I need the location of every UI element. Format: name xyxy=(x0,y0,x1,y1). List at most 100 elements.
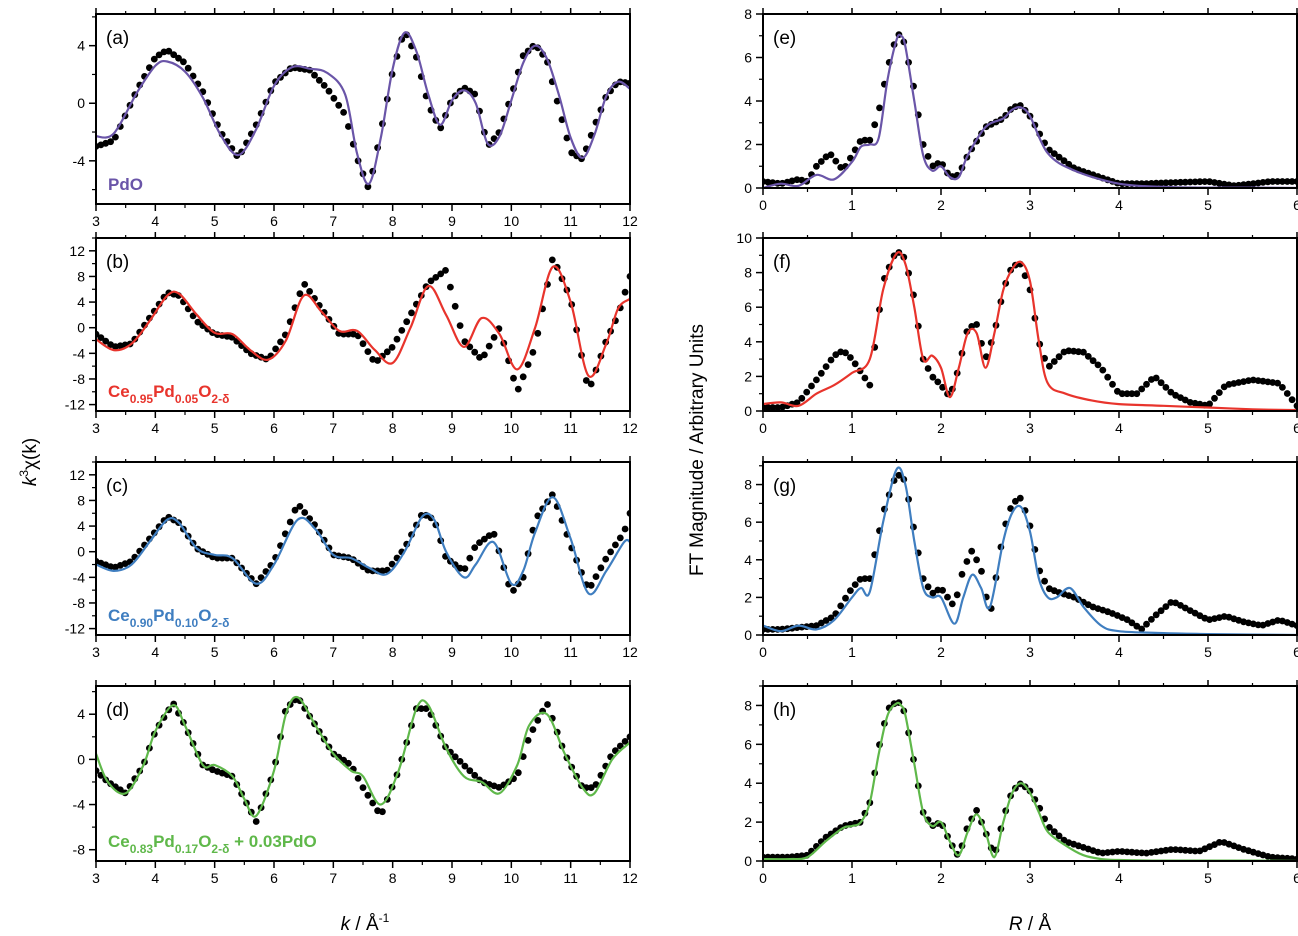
data-point xyxy=(1133,849,1141,856)
data-point xyxy=(1157,607,1165,615)
data-point xyxy=(924,583,932,591)
data-point xyxy=(1055,153,1063,161)
data-point xyxy=(842,349,849,357)
data-point xyxy=(1075,348,1082,356)
left-y-axis-title: k3χ(k) xyxy=(17,438,41,486)
data-point xyxy=(607,548,614,556)
data-point xyxy=(1211,394,1218,402)
data-point xyxy=(548,256,556,264)
x-tick-label: 3 xyxy=(1026,197,1034,213)
x-tick-label: 1 xyxy=(848,644,856,660)
data-point xyxy=(597,564,605,572)
x-tick-label: 2 xyxy=(937,420,945,436)
data-point xyxy=(939,383,946,391)
panel-label: (c) xyxy=(106,476,128,497)
y-tick-label: 8 xyxy=(77,268,85,284)
x-tick-label: 5 xyxy=(1204,870,1212,886)
data-point xyxy=(1138,625,1146,633)
x-tick-label: 6 xyxy=(1293,420,1298,436)
data-point xyxy=(764,404,772,411)
y-tick-label: 0 xyxy=(744,627,752,643)
x-tick-label: 9 xyxy=(448,644,456,660)
data-point xyxy=(1123,848,1131,856)
y-tick-label: 2 xyxy=(744,589,752,605)
data-point xyxy=(359,784,367,791)
y-tick-label: 2 xyxy=(744,814,752,830)
x-tick-label: 8 xyxy=(389,870,397,886)
data-point xyxy=(335,101,343,109)
x-tick-label: 1 xyxy=(848,420,856,436)
data-point xyxy=(107,138,114,146)
data-point xyxy=(1138,385,1146,393)
data-point xyxy=(180,58,187,66)
data-point xyxy=(1138,849,1146,857)
data-point xyxy=(524,737,532,744)
data-point xyxy=(1162,179,1170,187)
data-point xyxy=(1191,847,1199,855)
data-point xyxy=(1215,389,1223,396)
data-point xyxy=(417,705,425,712)
data-point xyxy=(291,506,299,514)
data-point xyxy=(1099,849,1107,857)
y-tick-label: 4 xyxy=(77,518,85,534)
data-point xyxy=(1050,150,1058,158)
data-point xyxy=(514,769,522,777)
x-tick-label: 3 xyxy=(92,420,100,436)
plot-frame xyxy=(95,237,631,412)
fit-line xyxy=(763,701,1297,861)
data-point xyxy=(1167,179,1175,187)
data-point xyxy=(471,348,479,356)
x-tick-label: 6 xyxy=(270,644,278,660)
data-point xyxy=(1046,362,1053,370)
panel-c: 3 4 5 6 7 8 9 10 11 12 -12 -8 -4 0 4 8 12 (c) Ce0.90Pd0.10… xyxy=(65,456,638,660)
data-point xyxy=(451,302,459,310)
data-point xyxy=(851,360,859,368)
data-point xyxy=(1143,620,1150,628)
data-point xyxy=(1235,181,1243,188)
y-tick-label: 0 xyxy=(77,751,85,767)
x-tick-label: 5 xyxy=(1204,420,1212,436)
data-point xyxy=(1109,848,1116,856)
x-tick-label: 0 xyxy=(759,870,767,886)
y-tick-label: 0 xyxy=(77,320,85,336)
panel-label: (g) xyxy=(773,476,796,497)
data-point xyxy=(769,404,777,411)
data-point xyxy=(1167,388,1175,396)
x-tick-label: 3 xyxy=(92,870,100,886)
panel-label: (e) xyxy=(773,28,796,49)
x-tick-label: 7 xyxy=(329,870,337,886)
data-point xyxy=(150,55,158,63)
panel-f: 0 1 2 3 4 5 6 0 2 4 6 8 10 (f) xyxy=(736,230,1298,436)
data-point xyxy=(374,357,381,364)
data-point xyxy=(1162,384,1170,391)
data-point xyxy=(1148,180,1155,187)
data-point xyxy=(1167,846,1175,853)
data-point xyxy=(827,151,835,159)
x-tick-label: 7 xyxy=(329,644,337,660)
data-point xyxy=(311,71,318,79)
data-points xyxy=(763,699,1297,861)
x-tick-label: 5 xyxy=(211,870,219,886)
data-point xyxy=(953,591,961,599)
plot-frame xyxy=(95,461,631,636)
x-tick-label: 11 xyxy=(563,870,578,886)
y-tick-label: 4 xyxy=(744,775,752,791)
data-point xyxy=(461,762,469,770)
data-point xyxy=(1021,272,1029,280)
y-tick-label: -8 xyxy=(73,595,86,611)
data-point xyxy=(175,54,182,62)
data-point xyxy=(510,374,517,382)
y-tick-label: -8 xyxy=(73,371,86,387)
data-point xyxy=(301,509,309,516)
data-point xyxy=(803,388,811,396)
y-tick-label: 4 xyxy=(77,706,85,722)
data-point xyxy=(184,64,192,72)
x-tick-label: 8 xyxy=(389,644,397,660)
plot-frame xyxy=(762,237,1298,412)
x-tick-label: 7 xyxy=(329,213,337,229)
data-point xyxy=(929,589,937,597)
panel-d: 3 4 5 6 7 8 9 10 11 12 -8 -4 0 4 (d) Ce0.83Pd0.17O2-δ +… xyxy=(73,680,638,886)
y-tick-label: 4 xyxy=(77,38,85,54)
data-point xyxy=(1254,621,1262,629)
data-point xyxy=(1060,157,1068,165)
